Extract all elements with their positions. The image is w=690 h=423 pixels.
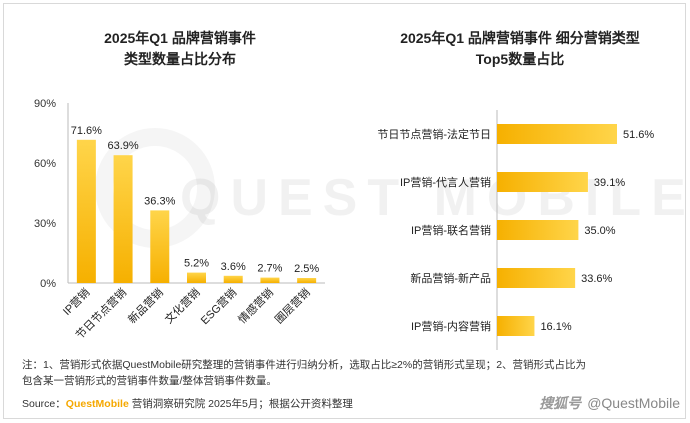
footnote-line-1: 注：1、营销形式依据QuestMobile研究整理的营销事件进行归纳分析，选取占… — [22, 359, 587, 371]
left-x-tick-label: 圈层营销 — [272, 285, 313, 326]
left-bar-data-label: 2.7% — [257, 263, 282, 275]
left-x-tick-label: ESG营销 — [197, 285, 239, 327]
credit-handwriting: 搜狐号 — [539, 395, 582, 411]
left-chart-title: 2025年Q1 品牌营销事件 类型数量占比分布 — [30, 28, 330, 70]
right-bar-data-label: 35.0% — [584, 225, 615, 237]
left-x-tick-label: 新品营销 — [125, 285, 166, 326]
source-rest: 营销洞察研究院 2025年5月；根据公开资料整理 — [128, 398, 353, 410]
left-bar-data-label: 3.6% — [221, 261, 246, 273]
source-label: Source： — [22, 398, 66, 410]
left-bar — [260, 277, 280, 283]
source-line: Source：QuestMobile 营销洞察研究院 2025年5月；根据公开资… — [22, 396, 353, 411]
left-bar — [187, 272, 206, 283]
right-title-line-2: Top5数量占比 — [475, 51, 565, 67]
left-bar-data-label: 71.6% — [71, 125, 102, 137]
left-y-tick-label: 0% — [40, 278, 56, 290]
right-bar-chart: 51.6% 节日节点营销-法定节日 39.1% IP营销-代言人营销 35.0% IP营销… — [377, 110, 654, 350]
right-bar — [497, 124, 617, 144]
credit: 搜狐号 @QuestMobile — [539, 393, 680, 413]
right-title-line-1: 2025年Q1 品牌营销事件 细分营销类型 — [400, 30, 640, 46]
right-bar — [497, 268, 576, 288]
footnote: 注：1、营销形式依据QuestMobile研究整理的营销事件进行归纳分析，选取占… — [22, 357, 672, 389]
left-y-tick-label: 60% — [34, 158, 56, 170]
left-y-tick-label: 30% — [34, 218, 56, 230]
source-brand: QuestMobile — [65, 398, 129, 410]
left-bar — [76, 139, 96, 283]
left-bar-data-label: 2.5% — [294, 263, 319, 275]
left-title-line-1: 2025年Q1 品牌营销事件 — [104, 30, 256, 46]
right-bar-data-label: 51.6% — [623, 129, 654, 141]
right-chart-title: 2025年Q1 品牌营销事件 细分营销类型 Top5数量占比 — [350, 28, 690, 70]
left-y-tick-label: 90% — [34, 98, 56, 110]
right-bar-data-label: 39.1% — [594, 177, 625, 189]
right-bar-data-label: 16.1% — [540, 321, 571, 333]
left-x-tick-label: IP营销 — [60, 285, 93, 318]
right-bar — [497, 172, 588, 192]
left-bar — [113, 155, 133, 283]
footnote-line-2: 包含某一营销形式的营销事件数量/整体营销事件数量。 — [22, 375, 277, 387]
right-y-tick-label: 节日节点营销-法定节日 — [377, 127, 491, 141]
right-y-tick-label: IP营销-代言人营销 — [400, 175, 491, 189]
left-x-tick-label: 文化营销 — [162, 285, 203, 326]
left-bar-data-label: 36.3% — [144, 195, 175, 207]
left-bar — [150, 210, 170, 283]
right-y-tick-label: IP营销-内容营销 — [411, 319, 491, 333]
left-bar — [223, 275, 243, 283]
left-x-tick-label: 情感营销 — [235, 285, 276, 326]
right-y-tick-label: 新品营销-新产品 — [410, 271, 491, 285]
credit-handle: @QuestMobile — [587, 395, 680, 411]
right-bar — [497, 220, 579, 240]
left-title-line-2: 类型数量占比分布 — [124, 51, 236, 67]
right-y-tick-label: IP营销-联名营销 — [411, 223, 491, 237]
left-bar — [297, 278, 317, 283]
frame-border — [3, 3, 686, 419]
right-bar — [497, 316, 535, 336]
left-bar-chart: 0%30%60%90%71.6%IP营销63.9%节日节点营销36.3%新品营销… — [34, 98, 325, 342]
right-bar-data-label: 33.6% — [581, 273, 612, 285]
left-bar-data-label: 5.2% — [184, 258, 209, 270]
left-bar-data-label: 63.9% — [107, 140, 138, 152]
watermark: QUEST MOBILE — [180, 169, 690, 227]
